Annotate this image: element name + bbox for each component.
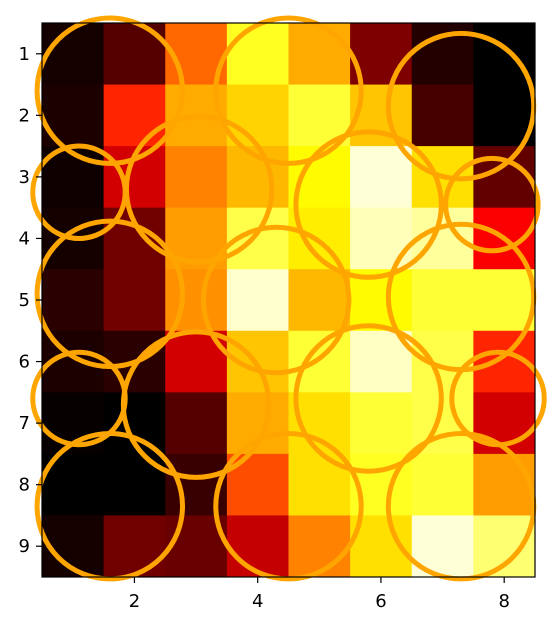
circle-overlay [120,329,272,480]
heatmap-cell [350,269,413,332]
heatmap-cell [42,23,105,86]
heatmap-cell [411,330,474,393]
heatmap-cell [165,146,228,209]
y-tick-label: 7 [19,413,30,434]
y-tick-label: 3 [19,167,30,188]
x-tick-label: 6 [375,591,386,612]
circle-overlay [385,430,537,582]
circle-overlay [200,224,352,376]
heatmap-cell [103,269,166,332]
heatmap-cell [350,392,413,455]
circle-overlay [293,323,444,474]
heatmap-cell [288,269,351,332]
heatmap-cell [350,207,413,270]
y-tick-label: 8 [19,475,30,496]
heatmap-cell [226,23,289,86]
circle-overlay [123,113,275,265]
heatmap-cell [473,269,536,332]
heatmap-cell [103,84,166,147]
heatmap-cell [226,269,289,332]
heatmap-cell [165,392,228,455]
circle-overlay [293,129,444,280]
x-tick-label: 8 [498,591,509,612]
heatmap-cell [411,453,474,516]
heatmap-cell [42,269,105,332]
y-tick-label: 1 [19,44,30,65]
circle-overlay [385,30,537,182]
heatmap-cell [473,515,536,578]
y-tick-label: 4 [19,228,30,249]
heatmap-cell [226,515,289,578]
y-tick-label: 9 [19,536,30,557]
heatmap-cell [411,269,474,332]
x-tick-label: 2 [129,591,140,612]
circle-overlay [34,15,186,166]
circle-overlay [443,155,541,254]
circle-overlay [34,430,186,582]
y-axis-ticks: 1 2 3 4 5 6 7 8 9 [19,44,42,557]
heatmap-cell [103,515,166,578]
heatmap-cells [42,23,536,578]
circle-overlay [213,15,364,166]
heatmap-cell [288,23,351,86]
y-tick-label: 6 [19,352,30,373]
x-axis-ticks: 2 4 6 8 [129,577,510,612]
y-tick-label: 5 [19,290,30,311]
circle-overlays [30,15,547,582]
heatmap-cell [350,146,413,209]
heatmap-cell [288,515,351,578]
heatmap-cell [411,84,474,147]
circle-overlay [213,430,364,582]
heatmap-cell [473,453,536,516]
x-tick-label: 4 [252,591,263,612]
heatmap-cell [226,84,289,147]
y-tick-label: 2 [19,105,30,126]
